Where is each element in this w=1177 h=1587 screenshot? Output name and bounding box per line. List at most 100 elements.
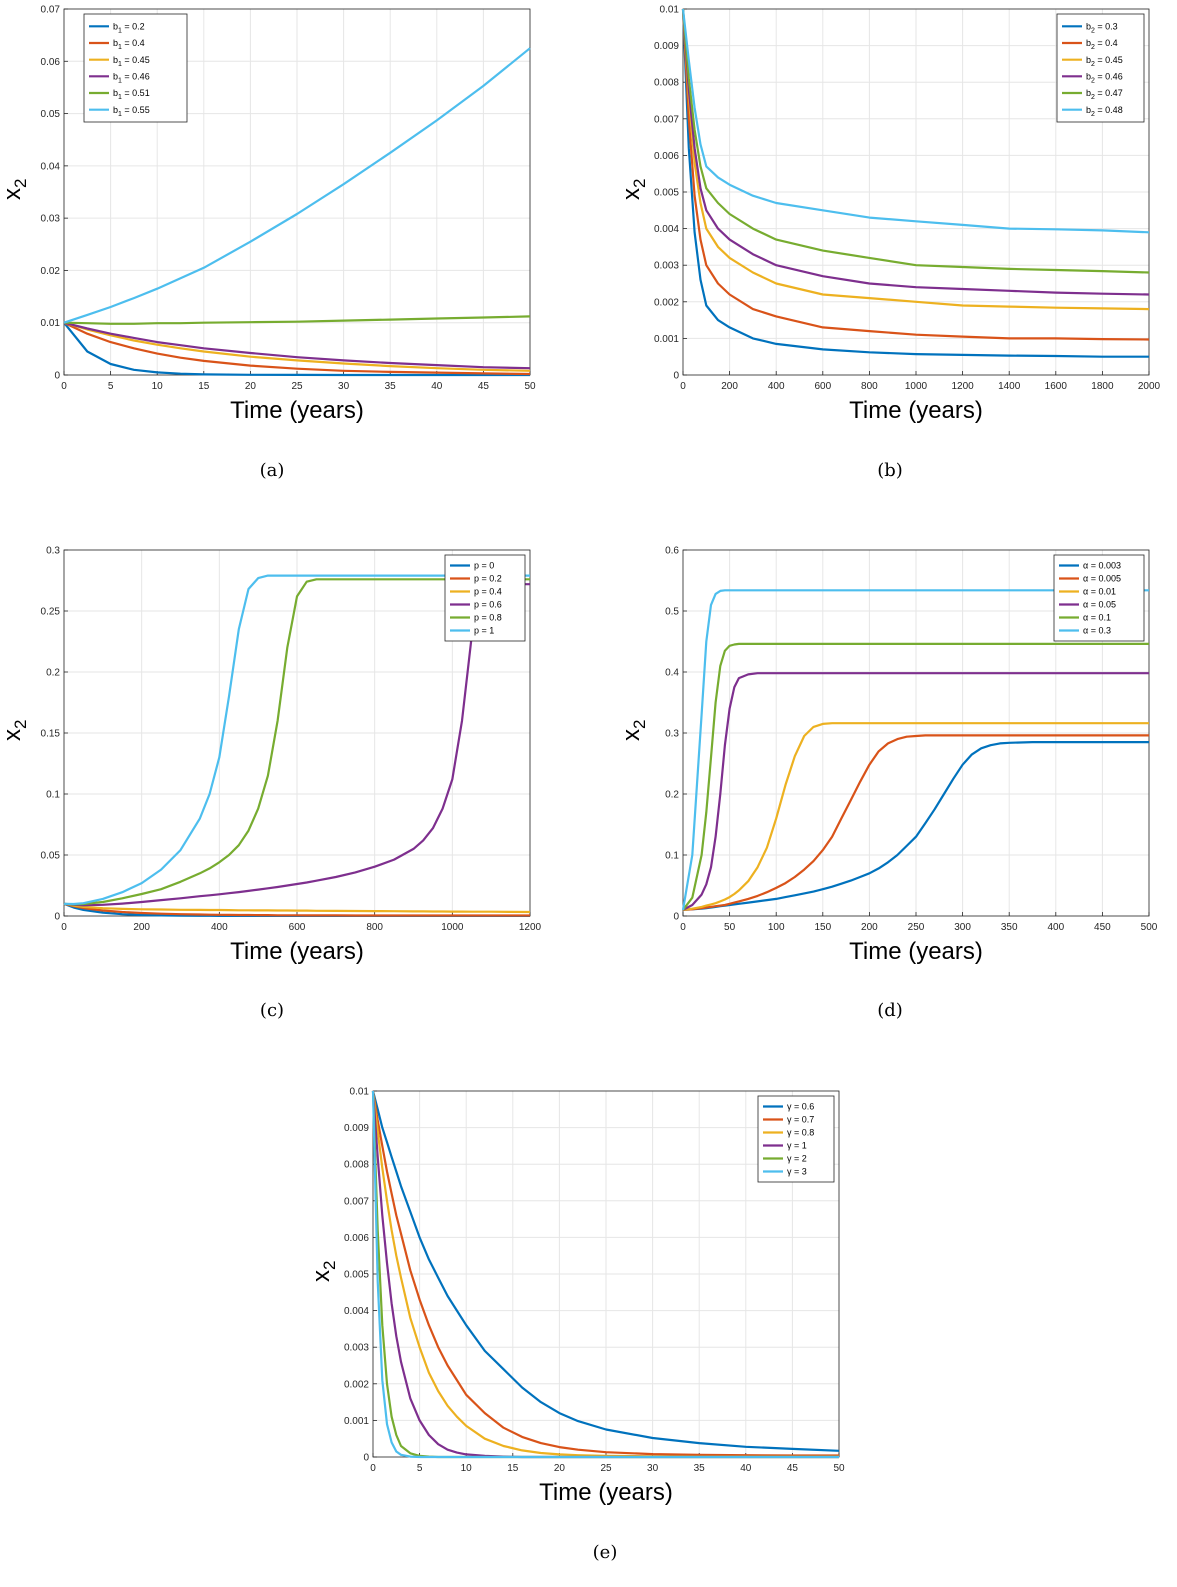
y-axis-label: x2 bbox=[618, 720, 649, 741]
x-tick-label: 250 bbox=[908, 922, 925, 933]
x-axis-label: Time (years) bbox=[849, 938, 983, 965]
legend-symbol: α bbox=[1083, 561, 1088, 571]
legend-entry: α = 0.3 bbox=[1083, 626, 1111, 636]
x-tick-label: 2000 bbox=[1138, 381, 1161, 392]
x-tick-label: 25 bbox=[291, 381, 303, 392]
legend-subscript: 1 bbox=[118, 61, 122, 68]
legend-box bbox=[444, 554, 526, 642]
legend-symbol: γ bbox=[787, 1141, 792, 1151]
legend-entry: b2 = 0.45 bbox=[1086, 55, 1123, 68]
y-tick-label: 0 bbox=[673, 912, 679, 923]
legend-value: = 0.7 bbox=[792, 1115, 815, 1125]
legend-value: = 3 bbox=[792, 1167, 807, 1177]
series-line bbox=[63, 902, 531, 914]
legend-box bbox=[757, 1095, 835, 1183]
x-tick-label: 35 bbox=[385, 381, 397, 392]
legend-value: = 0.4 bbox=[122, 38, 145, 48]
legend-entry: b2 = 0.47 bbox=[1086, 88, 1123, 101]
legend-symbol: p bbox=[474, 587, 479, 597]
x-tick-label: 45 bbox=[787, 1463, 799, 1474]
legend-entry: b2 = 0.3 bbox=[1086, 22, 1118, 35]
legend-value: = 0.45 bbox=[122, 55, 150, 65]
x-tick-label: 40 bbox=[740, 1463, 752, 1474]
x-tick-label: 40 bbox=[431, 381, 443, 392]
legend-value: = 0.2 bbox=[479, 574, 502, 584]
x-tick-label: 1800 bbox=[1091, 381, 1114, 392]
x-tick-label: 600 bbox=[814, 381, 831, 392]
x-tick-label: 30 bbox=[647, 1463, 659, 1474]
series-line bbox=[63, 47, 531, 324]
panel-caption: (a) bbox=[260, 460, 285, 481]
legend-symbol: p bbox=[474, 561, 479, 571]
y-tick-label: 0.04 bbox=[41, 161, 61, 172]
y-tick-label: 0.06 bbox=[41, 57, 61, 68]
legend-value: = 0.1 bbox=[1088, 613, 1111, 623]
legend-subscript: 1 bbox=[118, 44, 122, 51]
legend-symbol: γ bbox=[787, 1102, 792, 1112]
legend-symbol: p bbox=[474, 600, 479, 610]
x-tick-label: 300 bbox=[954, 922, 971, 933]
x-tick-label: 20 bbox=[554, 1463, 566, 1474]
series-line bbox=[63, 902, 530, 917]
series-line bbox=[681, 8, 1150, 341]
legend-entry: b1 = 0.55 bbox=[113, 105, 150, 118]
x-axis-label: Time (years) bbox=[539, 1479, 673, 1506]
x-tick-label: 150 bbox=[814, 922, 831, 933]
series-line bbox=[681, 8, 1150, 274]
y-tick-label: 0.6 bbox=[665, 546, 679, 557]
x-tick-label: 10 bbox=[461, 1463, 473, 1474]
x-tick-label: 45 bbox=[478, 381, 490, 392]
legend-subscript: 1 bbox=[118, 28, 122, 35]
legend-symbol: p bbox=[474, 613, 479, 623]
series-line bbox=[682, 672, 1149, 911]
y-tick-label: 0.005 bbox=[654, 188, 679, 199]
y-axis-label: x2 bbox=[0, 179, 30, 200]
x-tick-label: 400 bbox=[768, 381, 785, 392]
x-tick-label: 35 bbox=[694, 1463, 706, 1474]
series-line bbox=[63, 321, 531, 370]
legend-value: = 0.8 bbox=[792, 1128, 815, 1138]
panel-d: 0 50 100 150 200 250 300 350 400 450 500 0 0.1 0.2 0.3… bbox=[618, 546, 1158, 1022]
legend-entry: p = 1 bbox=[474, 626, 494, 636]
y-tick-label: 0.002 bbox=[344, 1379, 369, 1390]
y-tick-label: 0.007 bbox=[654, 114, 679, 125]
y-tick-label: 0.009 bbox=[344, 1123, 369, 1134]
y-tick-label: 0.01 bbox=[660, 5, 680, 16]
y-tick-label: 0.1 bbox=[46, 790, 60, 801]
legend-symbol: α bbox=[1083, 626, 1088, 636]
y-axis-label-sub: 2 bbox=[11, 720, 30, 729]
legend-symbol: b bbox=[1086, 38, 1091, 48]
legend-entry: γ = 0.7 bbox=[787, 1115, 814, 1125]
x-tick-label: 500 bbox=[1141, 922, 1158, 933]
legend-entry: b1 = 0.2 bbox=[113, 22, 145, 35]
y-axis-label: x2 bbox=[0, 720, 30, 741]
y-tick-label: 0.4 bbox=[665, 668, 679, 679]
x-tick-label: 1000 bbox=[441, 922, 464, 933]
y-axis-label: x2 bbox=[308, 1261, 339, 1282]
y-tick-label: 0 bbox=[363, 1453, 369, 1464]
series-line bbox=[681, 8, 1150, 311]
y-tick-label: 0.004 bbox=[654, 224, 679, 235]
legend-value: = 0.003 bbox=[1088, 561, 1121, 571]
legend-subscript: 1 bbox=[118, 78, 122, 85]
legend-entry: b1 = 0.4 bbox=[113, 38, 145, 51]
x-tick-label: 5 bbox=[417, 1463, 423, 1474]
x-tick-label: 1600 bbox=[1045, 381, 1068, 392]
y-tick-label: 0.007 bbox=[344, 1196, 369, 1207]
legend-value: = 0.05 bbox=[1088, 600, 1116, 610]
legend-box bbox=[1056, 13, 1145, 123]
legend-subscript: 1 bbox=[118, 94, 122, 101]
legend-value: = 0.51 bbox=[122, 88, 150, 98]
x-tick-label: 15 bbox=[507, 1463, 519, 1474]
series-line bbox=[681, 8, 1150, 296]
legend-box bbox=[1053, 554, 1145, 642]
y-tick-label: 0.008 bbox=[344, 1160, 369, 1171]
series-line bbox=[63, 561, 530, 907]
x-tick-label: 400 bbox=[1047, 922, 1064, 933]
legend-value: = 0.8 bbox=[479, 613, 502, 623]
y-tick-label: 0.07 bbox=[41, 5, 61, 16]
legend-entry: p = 0.8 bbox=[474, 613, 502, 623]
y-tick-label: 0.003 bbox=[344, 1343, 369, 1354]
